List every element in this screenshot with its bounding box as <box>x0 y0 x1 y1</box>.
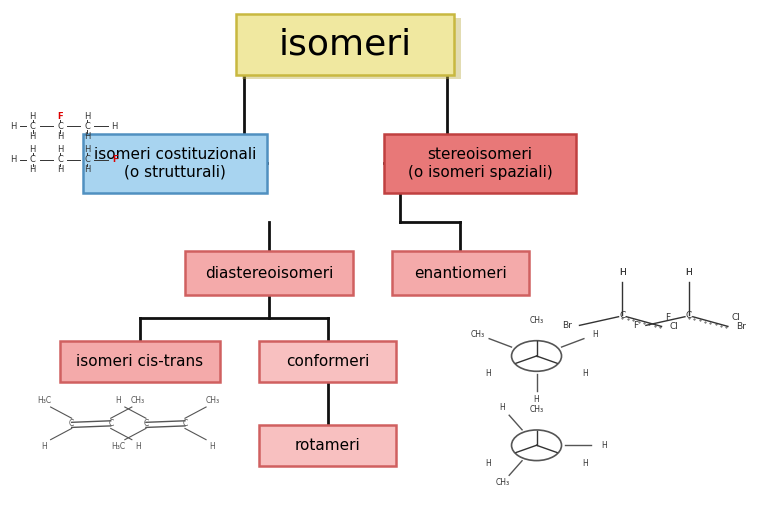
Text: H₃C: H₃C <box>38 396 52 405</box>
Text: H: H <box>30 165 36 174</box>
Text: CH₃: CH₃ <box>529 405 543 414</box>
Text: H: H <box>84 165 90 174</box>
Text: H: H <box>56 145 64 154</box>
Ellipse shape <box>511 430 561 461</box>
Text: isomeri cis-trans: isomeri cis-trans <box>77 353 204 369</box>
Text: F: F <box>666 313 670 322</box>
Text: H: H <box>619 268 626 277</box>
Text: H: H <box>485 369 491 379</box>
Text: C: C <box>619 311 626 320</box>
Text: H: H <box>499 403 506 412</box>
Text: H: H <box>135 442 141 451</box>
Text: rotameri: rotameri <box>295 438 361 453</box>
Text: C: C <box>143 419 148 428</box>
Text: diastereoisomeri: diastereoisomeri <box>205 266 333 281</box>
Text: H: H <box>30 145 36 154</box>
Text: enantiomeri: enantiomeri <box>414 266 506 281</box>
Text: H: H <box>10 155 16 164</box>
Bar <box>392 251 528 295</box>
Text: H: H <box>593 330 598 339</box>
Bar <box>83 134 267 193</box>
Text: C: C <box>30 155 35 164</box>
Text: H: H <box>685 268 692 277</box>
Text: C: C <box>183 419 187 428</box>
Text: C: C <box>85 122 90 131</box>
Text: H: H <box>84 132 90 141</box>
Text: F: F <box>633 321 638 330</box>
Bar <box>185 251 353 295</box>
Text: H: H <box>485 459 491 468</box>
Bar <box>242 18 461 80</box>
Text: C: C <box>57 122 63 131</box>
Text: C: C <box>108 419 114 428</box>
Text: H: H <box>685 268 692 277</box>
Text: C: C <box>686 311 692 320</box>
Bar <box>60 341 220 382</box>
Text: CH₃: CH₃ <box>131 396 145 405</box>
Text: F: F <box>112 155 118 164</box>
Text: Br: Br <box>735 322 746 331</box>
Text: H: H <box>209 442 215 451</box>
Text: stereoisomeri
(o isomeri spaziali): stereoisomeri (o isomeri spaziali) <box>408 147 552 180</box>
Text: CH₃: CH₃ <box>205 396 220 405</box>
Text: H: H <box>619 268 626 277</box>
Text: H: H <box>601 441 608 450</box>
Text: isomeri costituzionali
(o strutturali): isomeri costituzionali (o strutturali) <box>94 147 256 180</box>
Text: Br: Br <box>562 321 572 330</box>
Text: H: H <box>30 132 36 141</box>
Text: H: H <box>56 132 64 141</box>
Text: CH₃: CH₃ <box>529 316 543 325</box>
Text: CH₃: CH₃ <box>470 330 485 339</box>
Text: H: H <box>10 122 16 131</box>
Text: isomeri: isomeri <box>278 28 412 62</box>
Ellipse shape <box>511 341 561 371</box>
Text: H: H <box>111 122 118 131</box>
Text: H: H <box>84 112 90 121</box>
Text: C: C <box>30 122 35 131</box>
Text: H: H <box>56 165 64 174</box>
Text: H: H <box>583 459 588 468</box>
Text: H: H <box>534 395 539 404</box>
Text: Cl: Cl <box>731 313 741 322</box>
Text: H₃C: H₃C <box>111 442 125 451</box>
Text: H: H <box>583 369 588 379</box>
Bar <box>260 341 396 382</box>
Bar <box>236 14 455 75</box>
Text: conformeri: conformeri <box>286 353 369 369</box>
Text: C: C <box>85 155 90 164</box>
Text: F: F <box>57 112 63 121</box>
Text: H: H <box>116 396 122 405</box>
Bar <box>260 425 396 466</box>
Text: CH₃: CH₃ <box>495 478 510 487</box>
Text: H: H <box>42 442 47 451</box>
Text: H: H <box>30 112 36 121</box>
Text: H: H <box>84 145 90 154</box>
Text: C: C <box>57 155 63 164</box>
Text: C: C <box>69 419 74 428</box>
Text: Cl: Cl <box>670 322 678 331</box>
Bar <box>384 134 575 193</box>
